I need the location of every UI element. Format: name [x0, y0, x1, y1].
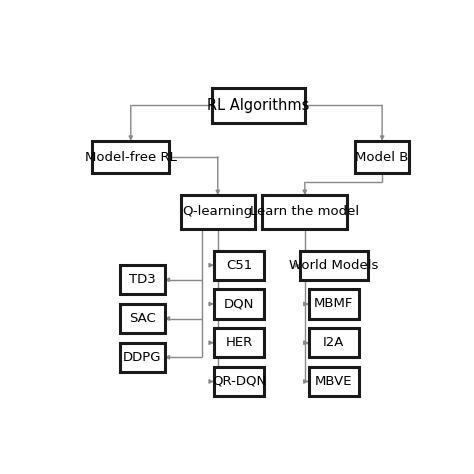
- Text: Q-learning: Q-learning: [182, 205, 253, 219]
- Text: Learn the model: Learn the model: [250, 205, 359, 219]
- Text: MBMF: MBMF: [314, 298, 354, 310]
- FancyBboxPatch shape: [120, 304, 164, 333]
- Text: SAC: SAC: [129, 312, 156, 325]
- Text: RL Algorithms: RL Algorithms: [207, 98, 310, 113]
- FancyBboxPatch shape: [309, 367, 359, 396]
- Text: DQN: DQN: [224, 298, 254, 310]
- Text: HER: HER: [226, 336, 253, 349]
- Text: Model-free RL: Model-free RL: [85, 151, 177, 164]
- Text: MBVE: MBVE: [315, 375, 353, 388]
- FancyBboxPatch shape: [214, 328, 264, 357]
- FancyBboxPatch shape: [309, 290, 359, 319]
- Text: C51: C51: [226, 259, 252, 272]
- Text: World Models: World Models: [289, 259, 378, 272]
- FancyBboxPatch shape: [214, 251, 264, 280]
- Text: I2A: I2A: [323, 336, 345, 349]
- Text: TD3: TD3: [129, 273, 156, 286]
- FancyBboxPatch shape: [120, 265, 164, 294]
- FancyBboxPatch shape: [120, 343, 164, 372]
- FancyBboxPatch shape: [212, 88, 305, 123]
- FancyBboxPatch shape: [214, 367, 264, 396]
- FancyBboxPatch shape: [262, 195, 347, 229]
- Text: DDPG: DDPG: [123, 351, 162, 364]
- FancyBboxPatch shape: [214, 290, 264, 319]
- FancyBboxPatch shape: [355, 141, 409, 173]
- Text: QR-DQN: QR-DQN: [212, 375, 266, 388]
- Text: Model B: Model B: [356, 151, 409, 164]
- FancyBboxPatch shape: [92, 141, 170, 173]
- FancyBboxPatch shape: [181, 195, 255, 229]
- FancyBboxPatch shape: [309, 328, 359, 357]
- FancyBboxPatch shape: [300, 251, 368, 280]
